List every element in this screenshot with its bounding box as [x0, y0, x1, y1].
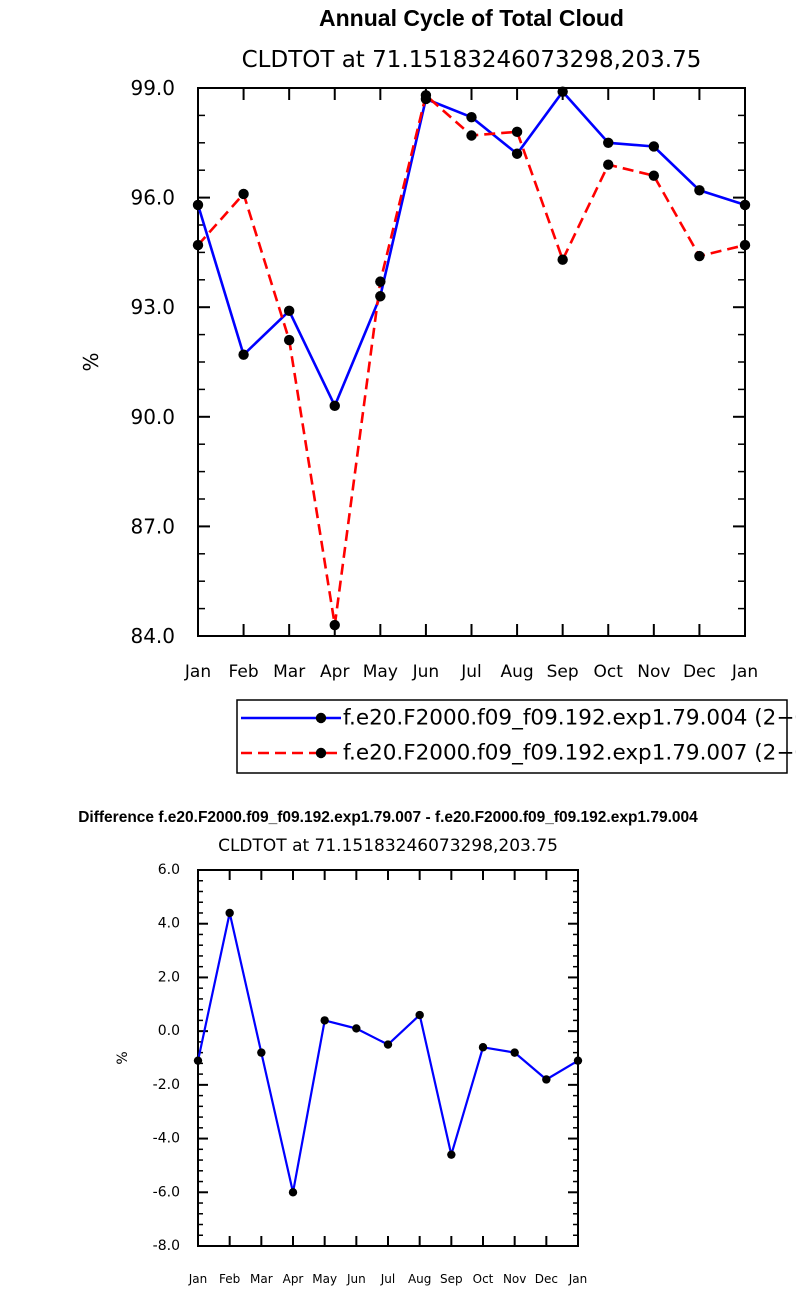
x-tick-label: Jun — [346, 1272, 366, 1286]
y-tick-label: 0.0 — [158, 1023, 180, 1039]
series-line-2 — [197, 94, 746, 627]
y-tick-label: -2.0 — [153, 1077, 180, 1093]
x-tick-label: May — [363, 662, 398, 682]
data-point-series-1 — [283, 305, 295, 317]
legend-label-2: f.e20.F2000.f09_f09.192.exp1.79.007 (2−6… — [343, 741, 796, 766]
data-point-series-1 — [383, 1040, 393, 1049]
data-point-series-2 — [466, 130, 477, 141]
data-point-series-2 — [603, 159, 614, 170]
data-point-series-1 — [573, 1056, 583, 1065]
x-tick-label: Dec — [683, 662, 716, 682]
y-tick-label: 4.0 — [158, 916, 180, 932]
y-tick-label: -4.0 — [153, 1131, 180, 1147]
data-point-series-1 — [329, 400, 340, 412]
x-tick-label: Aug — [408, 1272, 431, 1286]
x-tick-label: Jan — [568, 1272, 588, 1286]
chart-title: Difference f.e20.F2000.f09_f09.192.exp1.… — [78, 809, 698, 826]
data-point-series-2 — [739, 239, 751, 251]
y-tick-label: 84.0 — [130, 624, 175, 648]
data-point-series-2 — [238, 188, 249, 200]
plot-frame — [197, 87, 746, 637]
legend-marker-1 — [315, 712, 327, 724]
data-point-series-1 — [225, 908, 234, 918]
y-tick-label: 90.0 — [130, 405, 175, 429]
data-point-series-1 — [648, 141, 660, 152]
data-point-series-1 — [320, 1016, 329, 1025]
data-point-series-1 — [511, 148, 523, 159]
data-point-series-2 — [511, 126, 523, 138]
x-tick-label: Dec — [535, 1272, 558, 1286]
x-tick-label: Aug — [500, 662, 533, 682]
data-point-series-1 — [193, 1056, 203, 1065]
data-point-series-1 — [415, 1010, 424, 1020]
x-tick-label: Nov — [637, 662, 670, 682]
data-point-series-1 — [288, 1188, 298, 1197]
y-tick-label: -8.0 — [153, 1238, 180, 1254]
x-tick-label: Apr — [283, 1272, 304, 1286]
data-point-series-1 — [447, 1150, 456, 1159]
data-point-series-1 — [352, 1024, 361, 1033]
y-tick-label: 87.0 — [130, 514, 175, 538]
legend-label-1: f.e20.F2000.f09_f09.192.exp1.79.004 (2−6… — [343, 706, 796, 731]
legend-marker-2 — [315, 747, 327, 759]
data-point-series-1 — [603, 137, 614, 148]
data-point-series-1 — [557, 86, 568, 97]
data-point-series-2 — [329, 619, 340, 631]
y-tick-label: 2.0 — [158, 969, 180, 985]
data-point-series-1 — [739, 199, 751, 211]
x-tick-label: Oct — [594, 662, 624, 682]
chart-subtitle: CLDTOT at 71.15183246073298,203.75 — [218, 836, 558, 856]
data-point-series-2 — [192, 239, 204, 251]
y-tick-label: 96.0 — [130, 186, 175, 210]
chart-title: Annual Cycle of Total Cloud — [319, 5, 624, 31]
data-point-series-1 — [510, 1048, 519, 1057]
data-point-series-1 — [192, 199, 204, 211]
data-point-series-2 — [283, 334, 295, 346]
x-tick-label: Mar — [250, 1272, 273, 1286]
x-tick-label: Jan — [188, 1272, 208, 1286]
data-point-series-2 — [694, 250, 705, 262]
data-point-series-1 — [238, 349, 249, 360]
data-point-series-2 — [557, 254, 568, 265]
chart-subtitle: CLDTOT at 71.15183246073298,203.75 — [242, 47, 702, 73]
x-tick-label: Oct — [473, 1272, 494, 1286]
x-tick-label: Sep — [547, 662, 579, 682]
x-tick-label: Sep — [440, 1272, 463, 1286]
x-tick-label: Mar — [273, 662, 305, 682]
x-tick-label: Jun — [412, 662, 440, 682]
x-tick-label: Jan — [731, 662, 758, 682]
data-point-series-1 — [694, 185, 705, 196]
x-tick-label: May — [312, 1272, 337, 1286]
x-tick-label: Jul — [460, 662, 482, 682]
series-line-1 — [196, 911, 579, 1194]
y-axis-label: % — [79, 352, 103, 371]
y-axis-label: % — [115, 1051, 131, 1064]
y-tick-label: 99.0 — [130, 76, 175, 100]
x-tick-label: Jul — [380, 1272, 395, 1286]
x-tick-label: Nov — [503, 1272, 526, 1286]
y-tick-label: 6.0 — [158, 862, 180, 878]
data-point-series-2 — [375, 276, 386, 287]
data-point-series-1 — [375, 291, 386, 302]
y-tick-label: 93.0 — [130, 295, 175, 319]
x-tick-label: Jan — [184, 662, 211, 682]
data-point-series-1 — [466, 112, 477, 123]
data-point-series-1 — [542, 1075, 551, 1084]
legend-box — [236, 699, 788, 774]
x-tick-label: Apr — [320, 662, 349, 682]
y-tick-label: -6.0 — [153, 1184, 180, 1200]
data-point-series-1 — [257, 1048, 266, 1057]
data-point-series-1 — [478, 1043, 488, 1052]
data-point-series-2 — [420, 90, 432, 101]
x-tick-label: Feb — [229, 662, 259, 682]
x-tick-label: Feb — [219, 1272, 240, 1286]
data-point-series-2 — [648, 170, 660, 181]
